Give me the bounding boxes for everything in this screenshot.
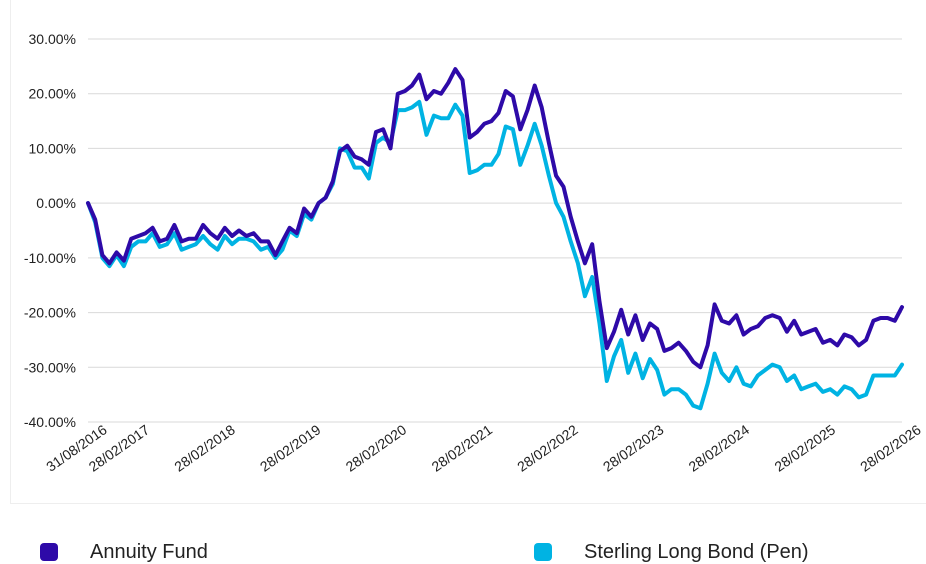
y-tick-label: 0.00% — [36, 195, 76, 211]
legend-swatch-sterling-long-bond — [534, 543, 552, 561]
legend-label-annuity-fund: Annuity Fund — [90, 540, 208, 563]
x-tick-label: 28/02/2025 — [771, 421, 838, 474]
legend-item-sterling-long-bond[interactable]: Sterling Long Bond (Pen) — [534, 540, 809, 564]
legend-swatch-annuity-fund — [40, 543, 58, 561]
x-tick-label: 28/02/2024 — [686, 421, 753, 474]
line-chart: 30.00% 20.00% 10.00% 0.00% -10.00% -20.00% -30… — [24, 31, 924, 475]
x-tick-label: 28/02/2026 — [857, 421, 924, 474]
y-tick-label: 20.00% — [29, 86, 76, 102]
x-tick-label: 28/02/2019 — [257, 421, 324, 474]
x-tick-label: 28/02/2021 — [429, 421, 496, 474]
series-line-annuity-fund — [86, 67, 904, 370]
x-tick-label: 28/02/2023 — [600, 421, 667, 474]
y-axis-tick-labels: 30.00% 20.00% 10.00% 0.00% -10.00% -20.00% -30… — [24, 31, 76, 430]
y-tick-label: -30.00% — [24, 359, 76, 375]
series-lines — [86, 67, 904, 411]
legend-item-annuity-fund[interactable]: Annuity Fund — [40, 540, 208, 564]
gridlines — [88, 38, 902, 423]
y-tick-label: -20.00% — [24, 305, 76, 321]
x-tick-label: 28/02/2022 — [514, 421, 581, 474]
legend-label-sterling-long-bond: Sterling Long Bond (Pen) — [584, 540, 809, 563]
y-tick-label: -40.00% — [24, 414, 76, 430]
y-tick-label: -10.00% — [24, 250, 76, 266]
series-line-sterling-long-bond — [86, 99, 904, 411]
x-tick-label: 28/02/2020 — [343, 421, 410, 474]
y-tick-label: 30.00% — [29, 31, 76, 47]
y-tick-label: 10.00% — [29, 140, 76, 156]
x-tick-label: 28/02/2018 — [171, 421, 238, 474]
chart-frame — [10, 0, 926, 504]
